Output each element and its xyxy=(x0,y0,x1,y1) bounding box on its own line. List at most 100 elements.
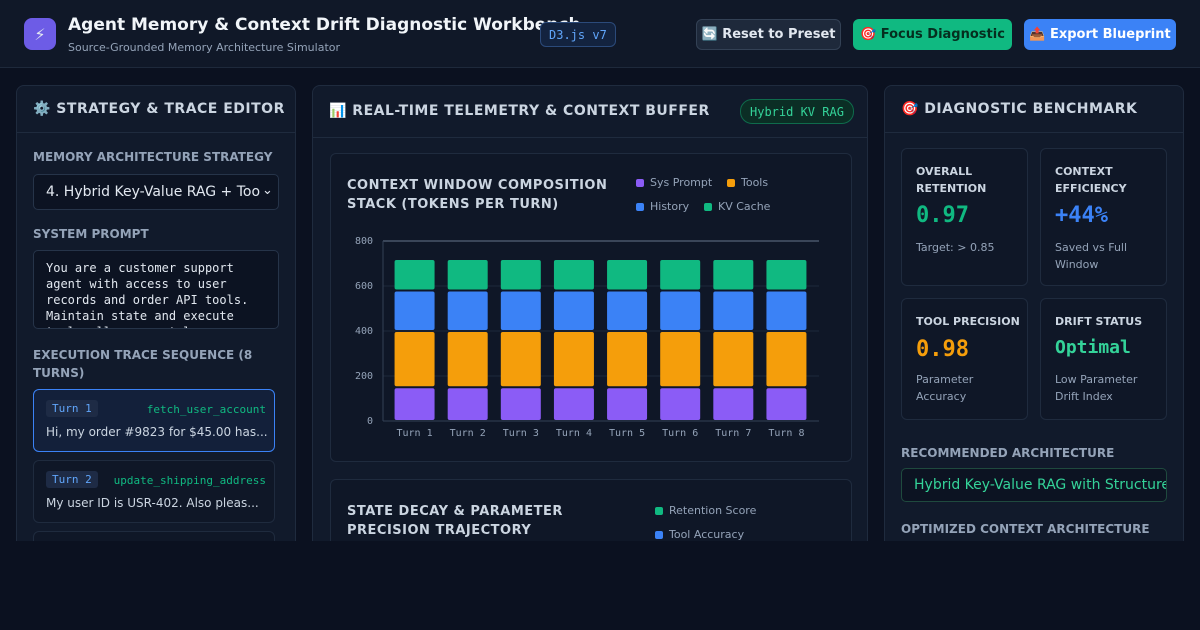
metric-note: Target: > 0.85 xyxy=(916,241,995,254)
legend-label: Tool Accuracy xyxy=(669,528,745,541)
app-icon: ⚡ xyxy=(24,18,56,50)
telemetry-panel: 📊 REAL-TIME TELEMETRY & CONTEXT BUFFER H… xyxy=(312,85,868,541)
bar-segment xyxy=(394,332,435,387)
legend-label: Sys Prompt xyxy=(650,176,713,189)
divider xyxy=(17,132,295,133)
reset-button[interactable]: 🔄 Reset to Preset xyxy=(696,19,841,50)
bar-segment xyxy=(607,260,648,290)
strategy-select[interactable]: 4. Hybrid Key-Value RAG + Too ⌄ xyxy=(33,174,279,210)
field-label: MEMORY ARCHITECTURE STRATEGY xyxy=(33,150,273,164)
legend-swatch xyxy=(655,506,663,515)
legend-swatch xyxy=(655,530,663,539)
metric-label: CONTEXT EFFICIENCY xyxy=(1055,165,1127,195)
bar-segment xyxy=(660,291,701,330)
x-tick-label: Turn 2 xyxy=(450,428,486,439)
trace-card[interactable] xyxy=(33,531,275,541)
metric-note: Low Parameter Drift Index xyxy=(1055,373,1138,403)
legend-item: KV Cache xyxy=(704,200,770,213)
bar-segment xyxy=(500,291,541,330)
bar-segment xyxy=(766,388,807,420)
x-tick-label: Turn 1 xyxy=(397,428,433,439)
legend-label: KV Cache xyxy=(718,200,771,213)
bar-segment xyxy=(500,388,541,420)
trace-card[interactable]: Turn 2 update_shipping_address My user I… xyxy=(33,460,275,523)
bar-segment xyxy=(447,388,488,420)
metric-label: TOOL PRECISION xyxy=(916,315,1020,328)
legend-item: History xyxy=(636,200,689,213)
x-tick-label: Turn 8 xyxy=(768,428,804,439)
legend-item: Retention Score xyxy=(655,504,756,517)
bar-segment xyxy=(713,291,754,330)
bar-segment xyxy=(713,388,754,420)
y-tick-label: 800 xyxy=(355,236,373,247)
legend-swatch xyxy=(727,178,735,187)
field-label: RECOMMENDED ARCHITECTURE xyxy=(901,446,1115,460)
strategy-badge: Hybrid KV RAG xyxy=(740,99,854,124)
bar-segment xyxy=(553,260,594,290)
metric-card: OVERALL RETENTION 0.97 Target: > 0.85 xyxy=(901,148,1028,286)
legend: Sys Prompt Tools History KV Cache xyxy=(636,176,836,220)
bar-segment xyxy=(447,332,488,387)
legend-label: History xyxy=(650,200,690,213)
prompt-text: You are a customer support agent with ac… xyxy=(46,261,249,328)
y-tick-label: 600 xyxy=(355,281,373,292)
x-tick-label: Turn 4 xyxy=(556,428,592,439)
bar-segment xyxy=(553,388,594,420)
chart-card: CONTEXT WINDOW COMPOSITION STACK (TOKENS… xyxy=(330,153,852,462)
legend-item: Tool Accuracy xyxy=(655,528,744,541)
focus-button[interactable]: 🎯 Focus Diagnostic xyxy=(853,19,1012,50)
legend-item: Sys Prompt xyxy=(636,176,712,189)
field-label: SYSTEM PROMPT xyxy=(33,227,149,241)
chart-title: STATE DECAY & PARAMETER PRECISION TRAJEC… xyxy=(347,504,563,538)
legend-item: Tools xyxy=(727,176,768,189)
metric-label: OVERALL RETENTION xyxy=(916,165,987,195)
legend-swatch xyxy=(704,202,712,211)
bar-segment xyxy=(394,291,435,330)
bar-segment xyxy=(553,291,594,330)
bar-segment xyxy=(607,332,648,387)
header: ⚡ Agent Memory & Context Drift Diagnosti… xyxy=(0,0,1200,68)
metric-card: DRIFT STATUS Optimal Low Parameter Drift I… xyxy=(1040,298,1167,420)
field-label: OPTIMIZED CONTEXT ARCHITECTURE BLUEPRINT xyxy=(901,522,1150,541)
bar-segment xyxy=(766,332,807,387)
bar-segment xyxy=(660,332,701,387)
metric-value: Optimal xyxy=(1055,337,1131,358)
version-badge: D3.js v7 xyxy=(540,22,616,47)
tool-name: fetch_user_account xyxy=(146,403,266,416)
bar-segment xyxy=(394,388,435,420)
turn-text: Hi, my order #9823 for $45.00 has... xyxy=(46,425,268,439)
bar-segment xyxy=(394,260,435,290)
bar-segment xyxy=(607,291,648,330)
chart: 0 200 400 600 800 Turn 1 Turn 2 Turn 3 Turn 4 Tur… xyxy=(355,236,819,439)
metric-note: Saved vs Full Window xyxy=(1055,241,1128,271)
panel-title: ⚙️ STRATEGY & TRACE EDITOR xyxy=(33,101,285,117)
trace-card[interactable]: Turn 1 fetch_user_account Hi, my order #… xyxy=(33,389,275,452)
bar-segment xyxy=(660,388,701,420)
tool-name: update_shipping_address xyxy=(113,474,266,487)
bar-segment xyxy=(500,260,541,290)
recommendation-text: Hybrid Key-Value RAG with Structure xyxy=(914,477,1167,493)
prompt-textarea[interactable]: You are a customer support agent with ac… xyxy=(33,250,279,329)
divider xyxy=(313,137,867,138)
legend-label: Retention Score xyxy=(669,504,757,517)
field-label: EXECUTION TRACE SEQUENCE (8 TURNS) xyxy=(33,348,253,380)
bar-segment xyxy=(766,291,807,330)
legend-swatch xyxy=(636,202,644,211)
app-title: Agent Memory & Context Drift Diagnostic … xyxy=(68,15,581,35)
x-tick-label: Turn 3 xyxy=(503,428,539,439)
bar-segment xyxy=(713,260,754,290)
bar-segment xyxy=(447,260,488,290)
metric-card: CONTEXT EFFICIENCY +44% Saved vs Full Wind… xyxy=(1040,148,1167,286)
bar-segment xyxy=(660,260,701,290)
metric-card: TOOL PRECISION 0.98 Parameter Accuracy xyxy=(901,298,1028,420)
legend-label: Tools xyxy=(741,176,769,189)
metric-value: 0.98 xyxy=(916,337,969,362)
benchmark-panel: 🎯 DIAGNOSTIC BENCHMARK RECOMMENDED ARCHI… xyxy=(884,85,1184,541)
turn-text: My user ID is USR-402. Also pleas... xyxy=(46,496,259,510)
panel-title: 📊 REAL-TIME TELEMETRY & CONTEXT BUFFER xyxy=(329,103,710,119)
app-subtitle: Source-Grounded Memory Architecture Simu… xyxy=(68,41,341,54)
chart-card: STATE DECAY & PARAMETER PRECISION TRAJEC… xyxy=(330,479,852,541)
metric-label: DRIFT STATUS xyxy=(1055,315,1143,328)
export-button[interactable]: 📤 Export Blueprint xyxy=(1024,19,1176,50)
